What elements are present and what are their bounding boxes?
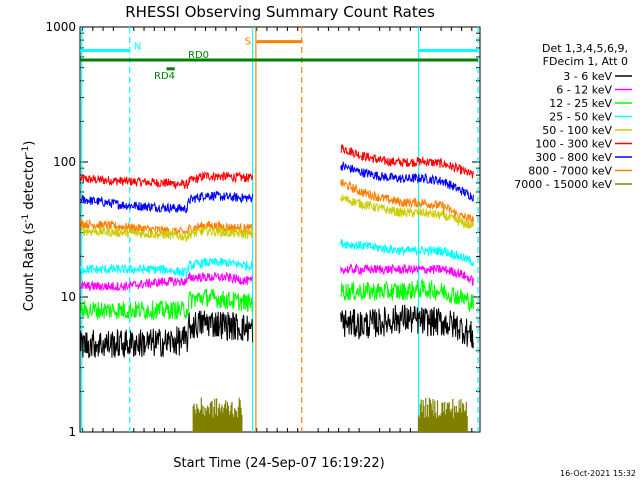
- plot-area: 110100100016:3016:4517:0017:1517:3017:45…: [45, 20, 481, 439]
- mode-flag-label: S: [245, 37, 251, 48]
- legend-entry-label: 300 - 800 keV: [535, 151, 612, 164]
- timestamp: 16-Oct-2021 15:32: [560, 469, 636, 478]
- legend: Det 1,3,4,5,6,9, FDecim 1, Att 0 3 - 6 k…: [514, 42, 632, 191]
- y-axis-label-mid: detector: [22, 154, 37, 214]
- legend-entry-label: 12 - 25 keV: [549, 97, 612, 110]
- legend-entry-label: 3 - 6 keV: [563, 70, 612, 83]
- series-line: [80, 144, 474, 190]
- series-line: [80, 194, 474, 242]
- legend-header-line-1: Det 1,3,4,5,6,9,: [542, 42, 628, 55]
- series-line: [80, 239, 474, 278]
- legend-entry-label: 25 - 50 keV: [549, 111, 612, 124]
- chart-title: RHESSI Observing Summary Count Rates: [125, 3, 435, 21]
- series-line: [80, 160, 474, 214]
- legend-entry-label: 100 - 300 keV: [535, 138, 612, 151]
- mode-flag-label: N: [134, 41, 141, 52]
- y-tick-label: 1: [68, 425, 76, 439]
- y-axis-label-end: ): [22, 141, 37, 146]
- series-bars-7000-15000-kev: [192, 397, 243, 432]
- series-line: [80, 278, 474, 321]
- series-bars-7000-15000-kev: [417, 397, 468, 432]
- y-axis-label-sup1: -1: [21, 214, 31, 223]
- mode-flag-label: RD4: [154, 71, 175, 82]
- y-tick-label: 10: [61, 290, 76, 304]
- y-axis-label-sup2: -1: [21, 146, 31, 155]
- legend-entry-label: 50 - 100 keV: [542, 124, 612, 137]
- legend-entry-label: 7000 - 15000 keV: [514, 178, 612, 191]
- mode-flag-label: RD0: [188, 50, 209, 61]
- x-axis-label: Start Time (24-Sep-07 16:19:22): [173, 456, 384, 471]
- legend-header-line-2: FDecim 1, Att 0: [543, 55, 628, 68]
- plot-frame: [79, 26, 481, 433]
- series-line: [80, 304, 474, 359]
- legend-entry-label: 800 - 7000 keV: [528, 165, 612, 178]
- y-axis-label-main: Count Rate (s: [22, 223, 37, 312]
- y-tick-label: 1000: [45, 20, 76, 34]
- series-line: [80, 262, 474, 292]
- y-axis-label: Count Rate (s-1 detector-1): [21, 141, 37, 312]
- y-tick-label: 100: [53, 155, 76, 169]
- legend-entry-label: 6 - 12 keV: [556, 84, 612, 97]
